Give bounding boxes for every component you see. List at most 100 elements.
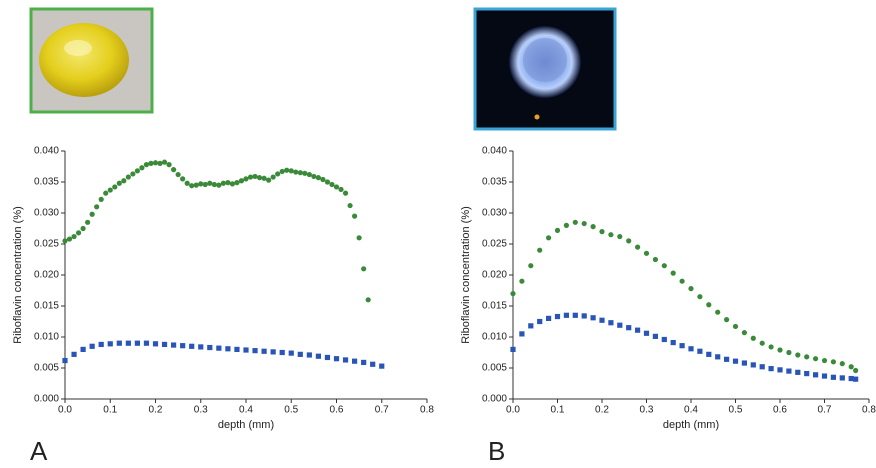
point xyxy=(795,369,801,375)
point xyxy=(220,180,226,186)
point xyxy=(216,182,222,188)
x-tick-label: 0.6 xyxy=(330,405,344,416)
point xyxy=(207,180,213,186)
point xyxy=(112,184,118,190)
point xyxy=(590,315,596,321)
point xyxy=(750,335,756,341)
point xyxy=(759,364,765,370)
point xyxy=(284,167,290,173)
point xyxy=(688,346,694,352)
y-tick-label: 0.000 xyxy=(34,394,59,405)
point xyxy=(229,181,236,187)
point xyxy=(635,327,641,333)
point xyxy=(853,376,859,382)
point xyxy=(848,364,854,370)
point xyxy=(306,171,312,178)
point xyxy=(537,247,543,253)
point xyxy=(786,349,792,356)
x-tick-label: 0.7 xyxy=(818,405,832,416)
y-tick-label: 0.005 xyxy=(34,363,59,374)
point xyxy=(184,180,190,186)
point xyxy=(370,361,376,367)
point xyxy=(554,313,561,320)
point xyxy=(617,233,623,240)
point xyxy=(599,229,605,235)
point xyxy=(853,367,859,374)
point xyxy=(830,359,837,365)
point xyxy=(80,225,86,232)
point xyxy=(777,367,783,373)
point xyxy=(216,345,222,351)
y-tick-label: 0.015 xyxy=(34,301,59,312)
point xyxy=(626,325,632,331)
point xyxy=(786,368,792,374)
point xyxy=(333,356,340,362)
point xyxy=(243,347,249,353)
y-tick-label: 0.035 xyxy=(34,177,59,188)
point xyxy=(821,373,828,379)
point xyxy=(652,256,659,263)
point xyxy=(706,351,712,357)
point xyxy=(89,211,95,217)
point xyxy=(261,175,267,181)
point xyxy=(741,360,747,366)
point xyxy=(528,263,534,269)
x-axis-label: depth (mm) xyxy=(663,419,719,431)
point xyxy=(207,344,213,351)
point xyxy=(697,348,703,354)
point xyxy=(572,312,578,318)
y-tick-label: 0.005 xyxy=(482,363,507,374)
point xyxy=(361,266,367,272)
point xyxy=(724,317,730,323)
point xyxy=(347,202,353,209)
point xyxy=(813,356,819,362)
point xyxy=(537,318,543,325)
point xyxy=(352,213,358,219)
point xyxy=(528,323,534,329)
point xyxy=(661,263,667,269)
point xyxy=(688,286,694,292)
x-tick-label: 0.0 xyxy=(506,405,520,416)
point xyxy=(342,190,349,196)
point xyxy=(134,340,140,346)
point xyxy=(302,170,308,176)
x-tick-label: 0.7 xyxy=(375,405,389,416)
point xyxy=(288,168,294,174)
point xyxy=(324,354,331,361)
point xyxy=(161,341,168,348)
point xyxy=(715,354,721,360)
y-tick-label: 0.010 xyxy=(482,332,507,343)
point xyxy=(546,235,552,241)
point xyxy=(125,174,131,180)
x-tick-label: 0.3 xyxy=(194,405,208,416)
photo-b xyxy=(473,7,617,131)
point xyxy=(189,343,195,349)
point xyxy=(342,357,349,363)
point xyxy=(234,180,240,186)
x-axis-label: depth (mm) xyxy=(218,419,274,431)
point xyxy=(590,224,596,230)
photo-a xyxy=(29,7,154,114)
point xyxy=(180,343,186,349)
panel-label: A xyxy=(30,436,48,466)
point xyxy=(175,171,181,178)
point xyxy=(189,183,195,189)
point xyxy=(180,176,186,182)
point xyxy=(293,169,299,175)
point xyxy=(311,173,317,180)
point xyxy=(252,348,258,354)
point xyxy=(750,362,756,368)
point xyxy=(315,175,321,181)
point xyxy=(198,181,204,187)
point xyxy=(225,346,231,352)
point xyxy=(75,230,82,236)
point xyxy=(171,167,177,173)
point xyxy=(243,176,249,182)
y-axis-label: Riboflavin concentration (%) xyxy=(12,206,24,344)
point xyxy=(741,330,748,336)
point xyxy=(848,375,854,382)
point xyxy=(608,320,614,326)
point xyxy=(670,270,676,276)
point xyxy=(121,178,127,184)
x-tick-label: 0.8 xyxy=(862,405,876,416)
